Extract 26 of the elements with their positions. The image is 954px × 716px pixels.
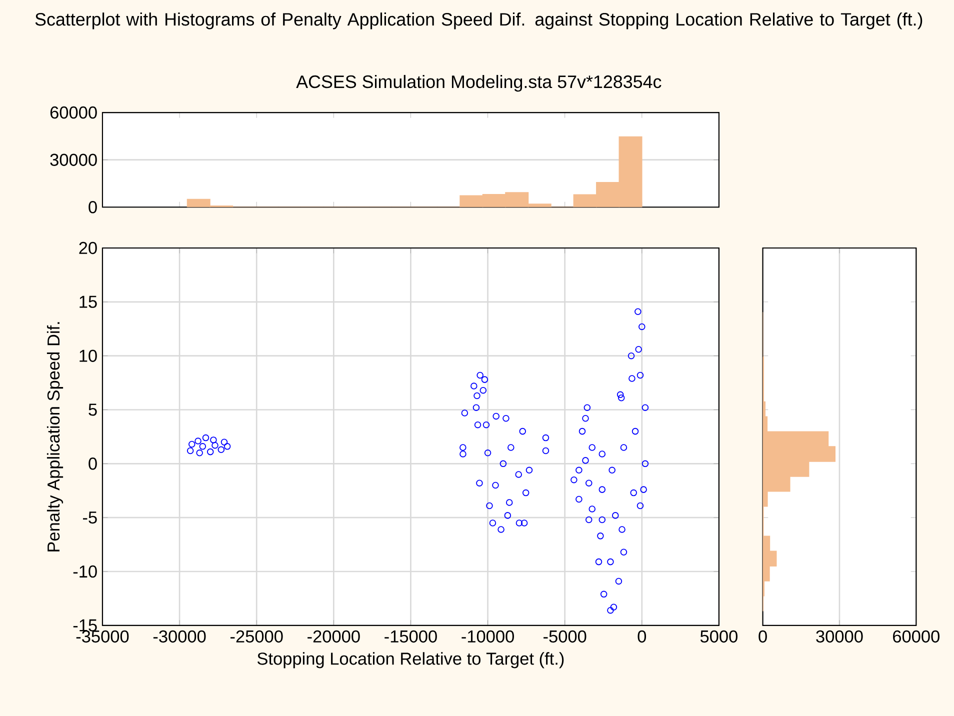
y-tick-label: 20 [79, 242, 97, 254]
x-tick-label: 5000 [700, 630, 738, 643]
x-axis-title: Stopping Location Relative to Target (ft.) [257, 652, 564, 668]
x-tick-label: -5000 [544, 630, 586, 643]
x-tick-label: -25000 [230, 630, 283, 643]
x-tick-label: -30000 [153, 630, 206, 643]
y-tick-label: 0 [88, 201, 97, 214]
y-tick-label: 15 [80, 296, 97, 308]
x-tick-label: -20000 [308, 630, 360, 643]
x-tick-label: 0 [758, 630, 767, 643]
chart-subtitle: ACSES Simulation Modeling.sta 57v*128354c [296, 74, 662, 92]
y-tick-label: 10 [80, 350, 97, 362]
x-tick-label: -10000 [462, 630, 514, 643]
y-tick-label: 60000 [50, 106, 97, 119]
y-tick-label: -10 [73, 565, 97, 578]
y-tick-label: 5 [88, 404, 97, 416]
x-tick-label: -35000 [76, 630, 129, 643]
x-tick-label: 0 [638, 630, 646, 643]
x-tick-label: 30000 [816, 630, 863, 643]
x-tick-label: -15000 [384, 630, 437, 643]
chart-title: Scatterplot with Histograms of Penalty Application Speed Dif. against Stopping Location Relative to Target (ft.) [35, 12, 922, 30]
y-tick-label: 30000 [50, 154, 97, 166]
y-tick-label: 0 [88, 458, 97, 470]
x-tick-label: 60000 [893, 630, 940, 643]
y-axis-title: Penalty Application Speed Dif. [46, 322, 64, 552]
y-tick-label: -5 [82, 512, 97, 524]
